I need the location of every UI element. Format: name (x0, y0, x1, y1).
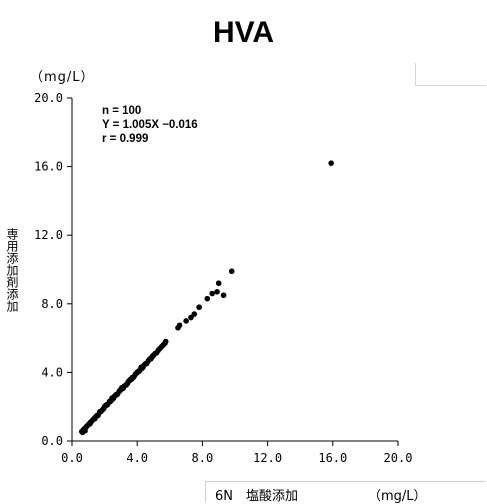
data-point (148, 355, 154, 362)
x-axis-label: 6N 塩酸添加 (215, 489, 298, 504)
data-point (209, 290, 215, 297)
data-point (220, 292, 227, 299)
data-point (138, 364, 145, 371)
data-point (114, 391, 120, 398)
x-label-frame (205, 481, 486, 502)
data-point (102, 403, 109, 409)
data-point (125, 379, 132, 385)
data-point (183, 318, 189, 324)
y-tick-label: 12.0 (34, 228, 63, 242)
y-axis-label: 専用添加剤添加 (5, 228, 19, 312)
stat-r: r = 0.999 (102, 133, 149, 145)
y-tick-label: 8.0 (41, 297, 63, 311)
data-point (176, 322, 183, 329)
axes (71, 98, 398, 442)
stat-n: n = 100 (102, 105, 142, 117)
data-point (118, 385, 125, 391)
x-tick-label: 16.0 (318, 451, 347, 465)
ticks: 0.0 4.0 8.0 12.0 16.0 20.0 0.0 4.0 8.0 12.0 16.0 20… (34, 91, 412, 465)
data-point (228, 268, 235, 275)
x-tick-label: 12.0 (253, 451, 282, 465)
data-point (214, 288, 220, 295)
x-tick-label: 8.0 (192, 451, 214, 465)
chart-title: HVA (212, 16, 275, 49)
data-point (196, 304, 202, 311)
corner-frame (415, 63, 486, 86)
data-point (109, 395, 115, 401)
y-tick-label: 0.0 (41, 434, 63, 448)
data-point (92, 414, 99, 420)
x-tick-label: 0.0 (61, 451, 83, 465)
x-tick-label: 20.0 (384, 451, 413, 465)
stat-equation: Y = 1.005X −0.016 (102, 119, 198, 131)
regression-stats: n = 100 Y = 1.005X −0.016 r = 0.999 (102, 104, 198, 146)
data-point (204, 295, 211, 302)
data-point (155, 347, 162, 353)
data-point (191, 311, 198, 317)
data-point (162, 338, 169, 345)
data-point (135, 368, 141, 375)
data-point (215, 280, 222, 287)
x-tick-label: 4.0 (126, 451, 148, 465)
data-points (78, 160, 334, 436)
data-point (328, 160, 334, 166)
data-point (143, 361, 149, 367)
y-axis-unit: （mg/L） (30, 70, 95, 85)
y-tick-label: 20.0 (34, 91, 63, 105)
x-axis-unit: （mg/L） (368, 489, 427, 504)
y-tick-label: 16.0 (34, 160, 63, 174)
y-tick-label: 4.0 (41, 365, 63, 379)
